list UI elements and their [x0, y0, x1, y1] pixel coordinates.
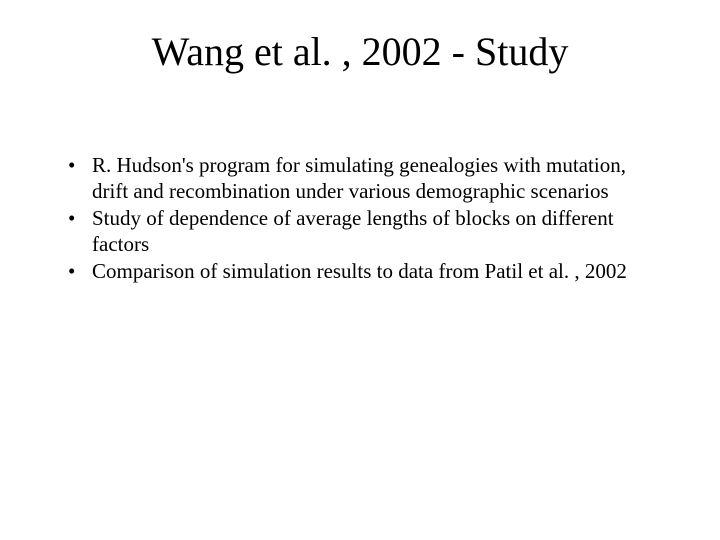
slide-container: Wang et al. , 2002 - Study R. Hudson's p… [0, 0, 720, 540]
slide-title: Wang et al. , 2002 - Study [58, 28, 662, 75]
slide-content: R. Hudson's program for simulating genea… [58, 153, 662, 285]
bullet-list: R. Hudson's program for simulating genea… [66, 153, 662, 285]
list-item: Comparison of simulation results to data… [66, 259, 662, 285]
list-item: Study of dependence of average lengths o… [66, 206, 662, 257]
list-item: R. Hudson's program for simulating genea… [66, 153, 662, 204]
